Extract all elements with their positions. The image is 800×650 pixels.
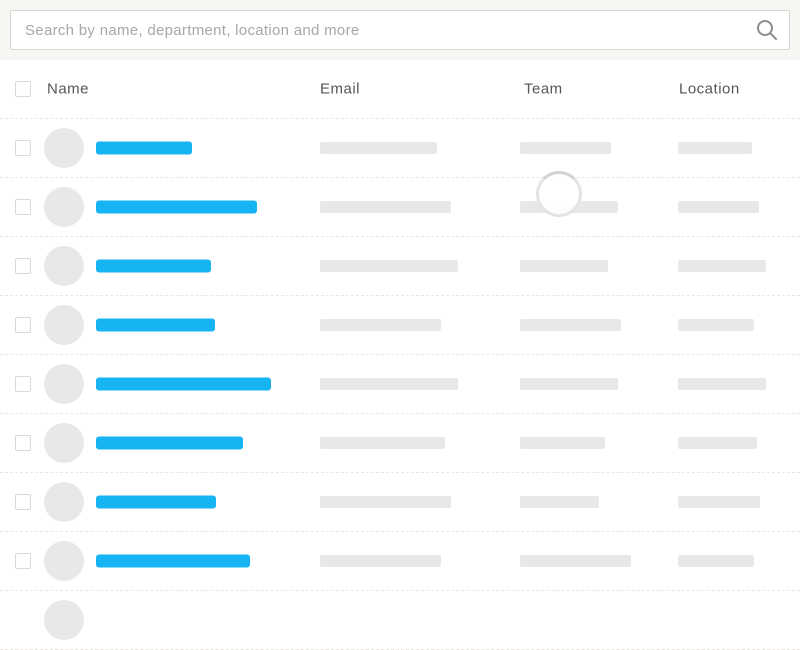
row-checkbox[interactable]	[15, 494, 31, 510]
team-skeleton-bar	[520, 142, 611, 154]
email-skeleton-bar	[320, 260, 458, 272]
avatar	[44, 128, 84, 168]
name-skeleton-bar	[96, 554, 250, 568]
email-skeleton-bar	[320, 555, 441, 567]
team-skeleton-bar	[520, 496, 599, 508]
row-checkbox[interactable]	[15, 140, 31, 156]
search-bar-container	[0, 0, 800, 60]
column-header-email: Email	[320, 80, 361, 98]
table-row	[0, 237, 800, 296]
row-checkbox[interactable]	[15, 258, 31, 274]
table-row	[0, 355, 800, 414]
name-skeleton-bar	[96, 318, 215, 332]
location-skeleton-bar	[678, 496, 760, 508]
people-table: Name Email Team Location	[0, 60, 800, 650]
team-skeleton-bar	[520, 555, 631, 567]
name-skeleton-bar	[96, 377, 271, 391]
column-header-team: Team	[524, 80, 563, 98]
table-body	[0, 119, 800, 650]
column-header-name: Name	[47, 80, 90, 98]
team-skeleton-bar	[520, 378, 618, 390]
table-row	[0, 473, 800, 532]
location-skeleton-bar	[678, 555, 754, 567]
email-skeleton-bar	[320, 319, 441, 331]
name-skeleton-bar	[96, 141, 192, 155]
table-row	[0, 178, 800, 237]
search-input[interactable]	[11, 11, 789, 49]
email-skeleton-bar	[320, 378, 458, 390]
name-skeleton-bar	[96, 436, 243, 450]
team-skeleton-bar	[520, 260, 608, 272]
email-skeleton-bar	[320, 496, 451, 508]
name-skeleton-bar	[96, 200, 257, 214]
email-skeleton-bar	[320, 142, 437, 154]
name-skeleton-bar	[96, 495, 216, 509]
avatar	[44, 364, 84, 404]
avatar	[44, 423, 84, 463]
avatar	[44, 305, 84, 345]
row-checkbox[interactable]	[15, 317, 31, 333]
table-row	[0, 414, 800, 473]
location-skeleton-bar	[678, 378, 766, 390]
row-checkbox[interactable]	[15, 376, 31, 392]
avatar	[44, 600, 84, 640]
avatar	[44, 541, 84, 581]
search-icon[interactable]	[755, 18, 779, 42]
avatar	[44, 482, 84, 522]
location-skeleton-bar	[678, 142, 752, 154]
select-all-checkbox[interactable]	[15, 81, 31, 97]
column-header-location: Location	[679, 80, 740, 98]
location-skeleton-bar	[678, 260, 766, 272]
avatar	[44, 246, 84, 286]
team-skeleton-bar	[520, 319, 621, 331]
loading-spinner	[536, 171, 582, 217]
team-skeleton-bar	[520, 437, 605, 449]
location-skeleton-bar	[678, 319, 754, 331]
avatar	[44, 187, 84, 227]
email-skeleton-bar	[320, 437, 445, 449]
row-checkbox[interactable]	[15, 435, 31, 451]
table-row	[0, 532, 800, 591]
table-row	[0, 119, 800, 178]
row-checkbox[interactable]	[15, 553, 31, 569]
location-skeleton-bar	[678, 437, 757, 449]
name-skeleton-bar	[96, 259, 211, 273]
location-skeleton-bar	[678, 201, 759, 213]
table-header-row: Name Email Team Location	[0, 60, 800, 119]
table-row	[0, 296, 800, 355]
email-skeleton-bar	[320, 201, 451, 213]
search-box	[10, 10, 790, 50]
row-checkbox[interactable]	[15, 199, 31, 215]
